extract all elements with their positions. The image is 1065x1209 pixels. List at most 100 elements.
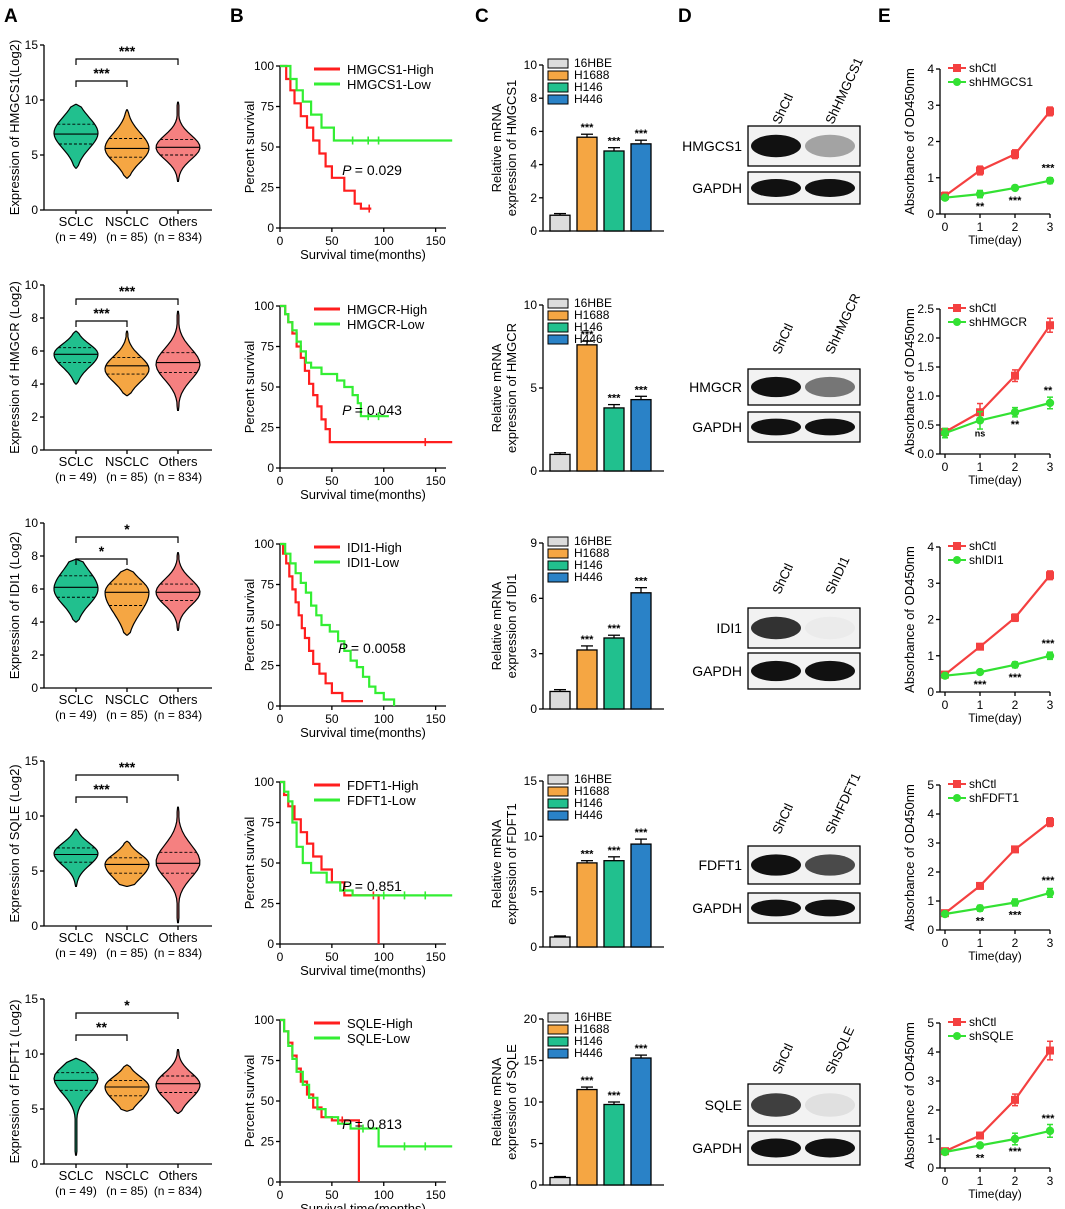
km-x-tick-label: 0 [277, 712, 284, 726]
legend-label: H1688 [574, 1022, 610, 1036]
blot-lane-label-ctl: ShCtl [769, 321, 796, 356]
od-x-tick-label: 3 [1047, 698, 1054, 712]
od-y-tick-label: 3 [927, 576, 934, 590]
od-significance-label: ns [975, 428, 986, 438]
legend-label: H146 [574, 558, 603, 572]
violin-n-label: (n = 834) [154, 230, 202, 244]
violin-y-tick-label: 2 [31, 410, 38, 424]
violin-y-tick-label: 15 [25, 38, 39, 52]
legend-label: H1688 [574, 68, 610, 82]
bar-y-label-line1: Relative mRNA [489, 1057, 504, 1146]
violin-category-label: Others [158, 454, 198, 469]
blot-band [751, 418, 801, 436]
od-y-tick-label: 3 [927, 98, 934, 112]
violin-category-label: NSCLC [105, 454, 149, 469]
legend-label: 16HBE [574, 1010, 612, 1024]
legend-label: H446 [574, 808, 603, 822]
significance-bracket [75, 536, 179, 543]
legend-label: H146 [574, 1034, 603, 1048]
km-curve-low [280, 64, 453, 142]
significance-label: *** [119, 283, 136, 299]
blot-lane-label-sh: ShHMGCS1 [822, 55, 866, 126]
km-y-label: Percent survival [242, 579, 257, 672]
km-y-tick-label: 75 [261, 816, 275, 830]
od-y-tick-label: 0.0 [917, 447, 934, 461]
bar-h146 [603, 407, 625, 472]
blot-row-label: GAPDH [692, 419, 742, 435]
legend-label: H446 [574, 332, 603, 346]
km-y-tick-label: 100 [254, 1013, 274, 1027]
violin-y-tick-label: 0 [31, 203, 38, 217]
od-marker-circle [1010, 1134, 1020, 1144]
km-x-label: Survival time(months) [300, 725, 426, 740]
km-y-tick-label: 100 [254, 537, 274, 551]
p-value-text: = 0.0058 [351, 640, 406, 656]
violin-shape [53, 330, 99, 385]
legend-label: shIDI1 [969, 553, 1004, 567]
od-line-ctl [944, 110, 1051, 197]
od-y-tick-label: 4 [927, 1045, 934, 1059]
blot-lane-label-sh: ShHFDFT1 [822, 770, 863, 836]
blot-row-label: GAPDH [692, 180, 742, 196]
significance-label: *** [93, 65, 110, 81]
od-marker-circle [975, 416, 985, 425]
km-y-tick-label: 25 [261, 897, 275, 911]
od-y-tick-label: 2 [927, 613, 934, 627]
blot-band [751, 1093, 801, 1117]
km-x-tick-label: 50 [325, 234, 339, 248]
od-marker-circle [1010, 660, 1020, 670]
violin-y-tick-label: 5 [31, 1102, 38, 1116]
significance-bracket [75, 1034, 128, 1041]
od-x-label: Time(day) [968, 233, 1022, 247]
legend-label: H446 [574, 1046, 603, 1060]
violin-y-tick-label: 8 [31, 311, 38, 325]
bar-y-tick-label: 6 [530, 591, 537, 605]
violin-n-label: (n = 834) [154, 708, 202, 722]
od-marker-square [1046, 571, 1054, 580]
bar-y-tick-label: 0 [530, 702, 537, 716]
violin-n-label: (n = 85) [106, 1184, 148, 1198]
od-line-sh [944, 654, 1051, 677]
legend-swatch-h146 [547, 322, 569, 333]
bar-significance-label: *** [608, 393, 622, 405]
violin-category-label: SCLC [59, 692, 94, 707]
od-marker-square [1046, 818, 1054, 827]
bar-y-tick-label: 20 [524, 1012, 538, 1026]
violin-n-label: (n = 834) [154, 470, 202, 484]
km-y-tick-label: 50 [261, 380, 275, 394]
bar-significance-label: *** [581, 849, 595, 861]
legend-swatch-16hbe [547, 58, 569, 69]
legend-label: HMGCR-Low [347, 317, 425, 332]
od-significance-label: ** [1011, 419, 1020, 431]
violin-shape [104, 840, 150, 887]
od-significance-label: *** [1009, 672, 1023, 684]
km-x-tick-label: 50 [325, 1188, 339, 1202]
od-marker-square [1046, 321, 1054, 330]
km-x-tick-label: 50 [325, 950, 339, 964]
od-x-tick-label: 1 [977, 698, 984, 712]
legend-label: shCtl [969, 301, 996, 315]
legend-label: SQLE-Low [347, 1031, 410, 1046]
km-y-label: Percent survival [242, 817, 257, 910]
od-marker-square [1011, 150, 1019, 159]
od-y-tick-label: 3 [927, 1074, 934, 1088]
blot-row-label: SQLE [705, 1097, 742, 1113]
od-x-tick-label: 2 [1012, 460, 1019, 474]
od-marker-square [1046, 1046, 1054, 1055]
od-significance-label: *** [1009, 195, 1023, 207]
bar-y-tick-label: 0 [530, 1178, 537, 1192]
bar-y-tick-label: 10 [524, 1095, 538, 1109]
violin-n-label: (n = 834) [154, 1184, 202, 1198]
significance-label: * [124, 521, 130, 537]
od-y-tick-label: 0.5 [917, 418, 934, 432]
km-y-tick-label: 25 [261, 421, 275, 435]
legend-label: shFDFT1 [969, 791, 1019, 805]
od-line-ctl [944, 1049, 1051, 1153]
legend-marker [953, 78, 961, 86]
legend-label: FDFT1-High [347, 778, 419, 793]
violin-y-tick-label: 10 [25, 516, 39, 530]
bar-significance-label: *** [635, 128, 649, 140]
